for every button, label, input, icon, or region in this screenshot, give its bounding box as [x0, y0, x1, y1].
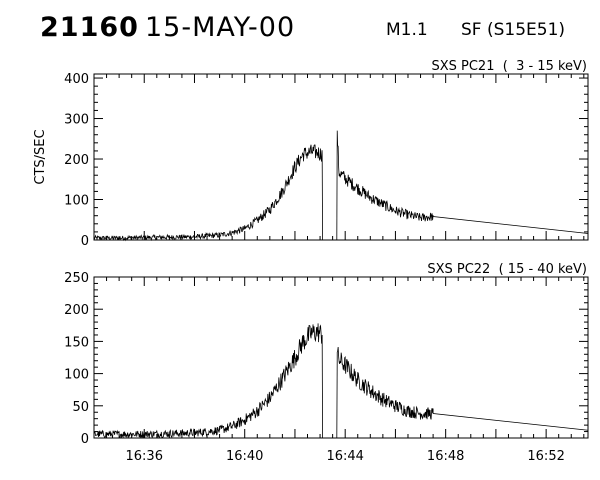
y-tick-label: 100	[64, 194, 89, 209]
x-tick-label: 16:48	[427, 449, 464, 464]
x-tick-label: 16:36	[126, 449, 163, 464]
y-tick-label: 50	[72, 400, 89, 415]
panel-pc21: 0 100 200 300 400 SXS PC21 ( 3 - 15 keV) CTS/S…	[33, 59, 589, 249]
panel-pc22: 0 50 100 150 200 250 16:36 16:40 16:44 16:48 16:52…	[64, 262, 589, 464]
x-tick-label: 16:40	[226, 449, 263, 464]
x-tick-label: 16:44	[326, 449, 363, 464]
y-axis-label: CTS/SEC	[33, 129, 48, 184]
y-tick-label: 200	[64, 153, 89, 168]
flare-id: 21160	[40, 12, 139, 43]
y-tick-label: 250	[64, 271, 89, 286]
series-line	[93, 323, 589, 439]
y-tick-label: 300	[64, 113, 89, 128]
y-tick-label: 0	[81, 432, 89, 447]
y-tick-label: 150	[64, 335, 89, 350]
y-tick-label: 200	[64, 303, 89, 318]
panel-title: SXS PC22 ( 15 - 40 keV)	[427, 262, 587, 277]
y-tick-label: 0	[81, 234, 89, 249]
y-tick-label: 400	[64, 72, 89, 87]
y-tick-label: 100	[64, 368, 89, 383]
goes-class: M1.1	[386, 20, 428, 40]
optical-class: SF (S15E51)	[461, 20, 566, 40]
plot-frame	[93, 73, 589, 241]
series-line	[93, 130, 589, 242]
panel-title: SXS PC21 ( 3 - 15 keV)	[431, 59, 587, 74]
plot-frame	[93, 276, 589, 439]
x-tick-label: 16:52	[527, 449, 564, 464]
flare-date: 15-MAY-00	[145, 12, 296, 43]
